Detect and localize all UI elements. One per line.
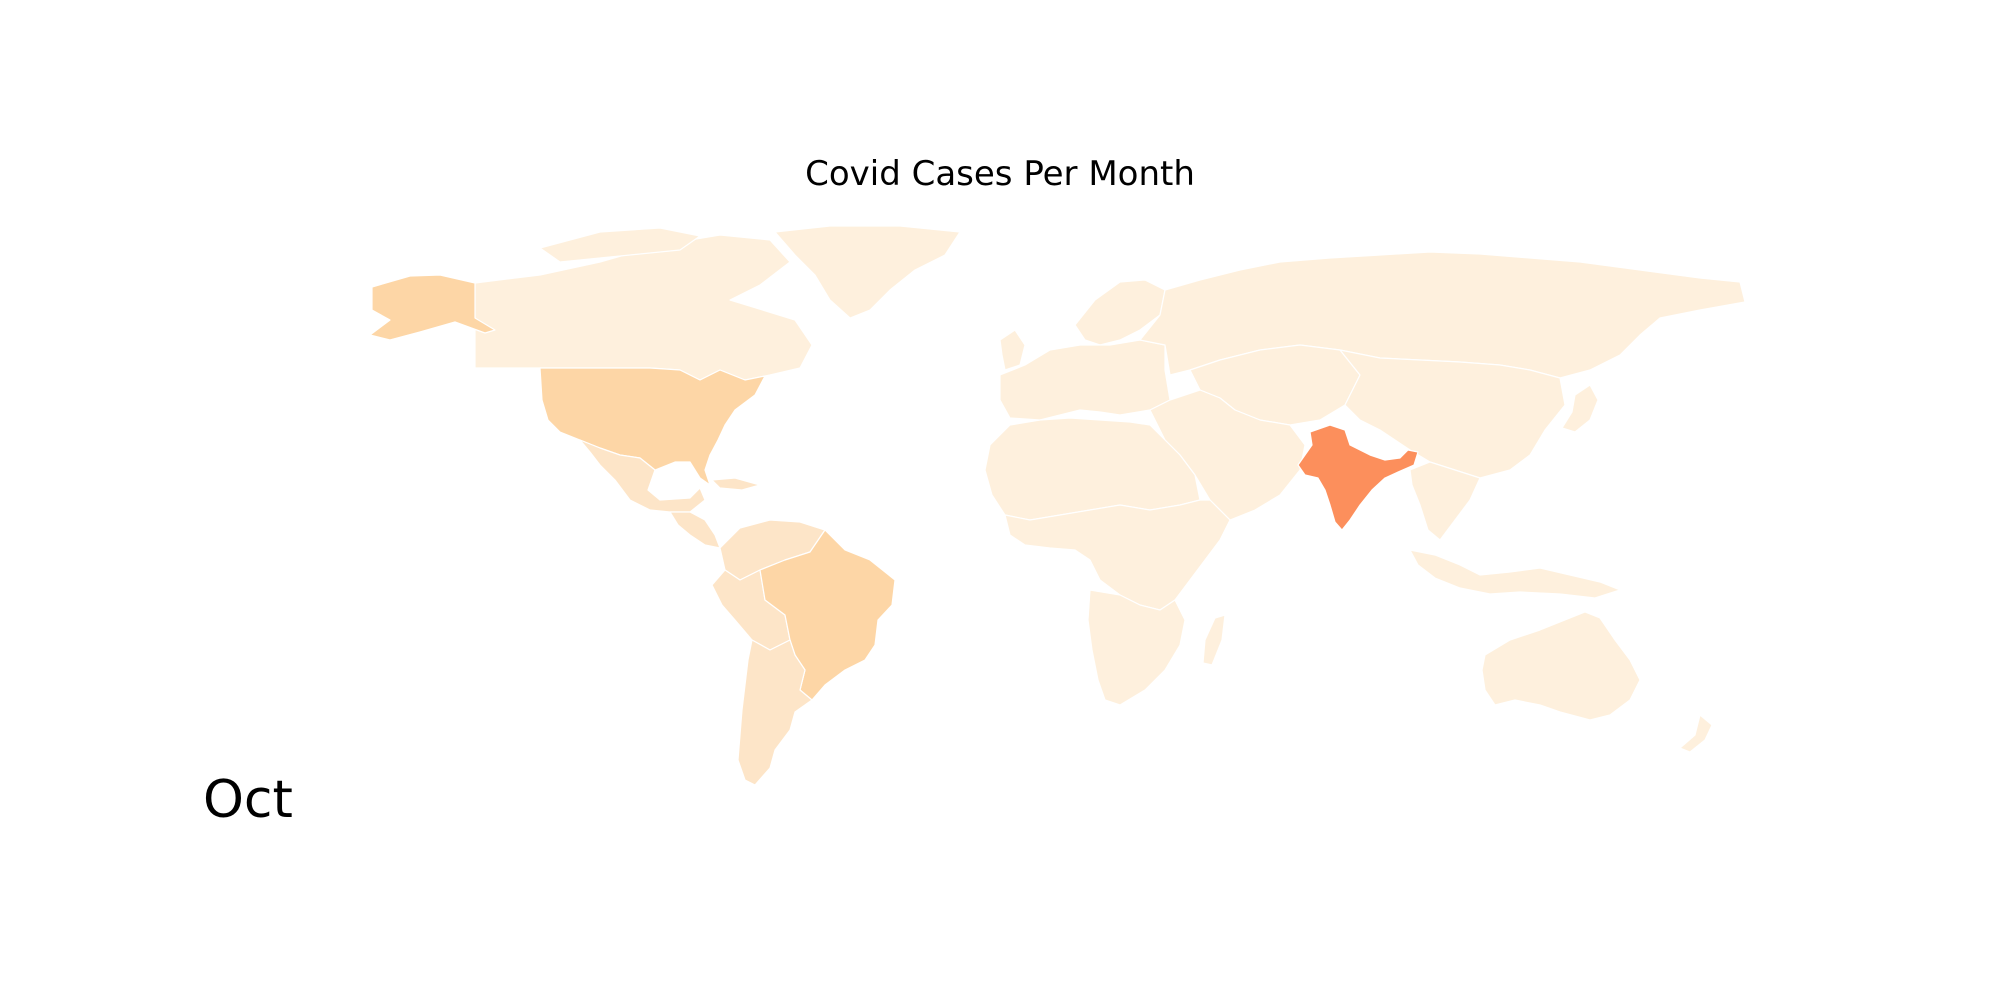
region-japan (1561, 384, 1599, 433)
region-china (1339, 349, 1566, 479)
region-southeast-asia (1409, 461, 1481, 541)
region-madagascar (1202, 614, 1226, 666)
region-alaska (369, 274, 496, 341)
region-uk (999, 329, 1026, 371)
region-india (1297, 424, 1419, 531)
region-argentina-chile (737, 639, 813, 786)
region-canada-islands (539, 227, 701, 263)
region-indonesia (1409, 549, 1621, 599)
map-title: Covid Cases Per Month (805, 154, 1195, 194)
region-central-america (669, 511, 721, 549)
region-canada (474, 234, 813, 381)
region-sub-saharan-africa (1004, 499, 1231, 611)
month-label: Oct (203, 770, 293, 830)
region-southern-africa (1087, 589, 1186, 706)
region-europe (999, 339, 1171, 421)
region-mexico (579, 439, 706, 513)
region-caribbean (711, 477, 761, 491)
region-greenland (774, 225, 961, 319)
region-new-zealand (1679, 714, 1713, 753)
region-australia (1481, 611, 1641, 721)
